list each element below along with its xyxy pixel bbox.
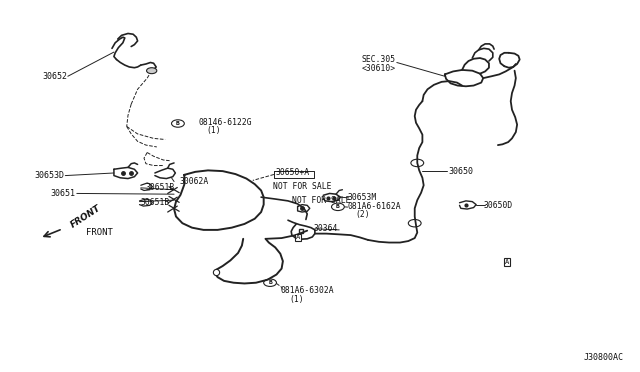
Text: 30650: 30650 — [448, 167, 473, 176]
Text: 30650+A: 30650+A — [275, 169, 309, 177]
Text: FRONT: FRONT — [86, 228, 113, 237]
Text: SEC.305: SEC.305 — [362, 55, 396, 64]
Text: 30364: 30364 — [314, 224, 338, 233]
Text: B: B — [176, 121, 180, 126]
Text: FRONT: FRONT — [69, 204, 103, 230]
Text: (2): (2) — [356, 210, 371, 219]
Text: A: A — [296, 234, 300, 240]
Text: 30651B: 30651B — [141, 198, 170, 207]
Text: 08146-6122G: 08146-6122G — [198, 118, 252, 127]
Text: B: B — [336, 204, 340, 209]
Text: 30653D: 30653D — [34, 171, 64, 180]
Circle shape — [147, 68, 157, 74]
Text: <30610>: <30610> — [362, 64, 396, 73]
Text: 30653M: 30653M — [348, 193, 377, 202]
Text: NOT FOR SALE: NOT FOR SALE — [292, 196, 350, 205]
Text: A: A — [505, 259, 509, 265]
Text: 30652: 30652 — [42, 72, 67, 81]
Text: (1): (1) — [206, 126, 221, 135]
Text: B: B — [268, 280, 272, 285]
Text: 30651B: 30651B — [146, 183, 175, 192]
Text: J30800AC: J30800AC — [584, 353, 624, 362]
Text: 30650D: 30650D — [484, 201, 513, 210]
Text: NOT FOR SALE: NOT FOR SALE — [273, 182, 331, 191]
Text: (1): (1) — [289, 295, 304, 304]
Text: 30651: 30651 — [51, 189, 76, 198]
Text: 081A6-6162A: 081A6-6162A — [348, 202, 401, 211]
Text: 30062A: 30062A — [179, 177, 209, 186]
Text: 081A6-6302A: 081A6-6302A — [280, 286, 334, 295]
